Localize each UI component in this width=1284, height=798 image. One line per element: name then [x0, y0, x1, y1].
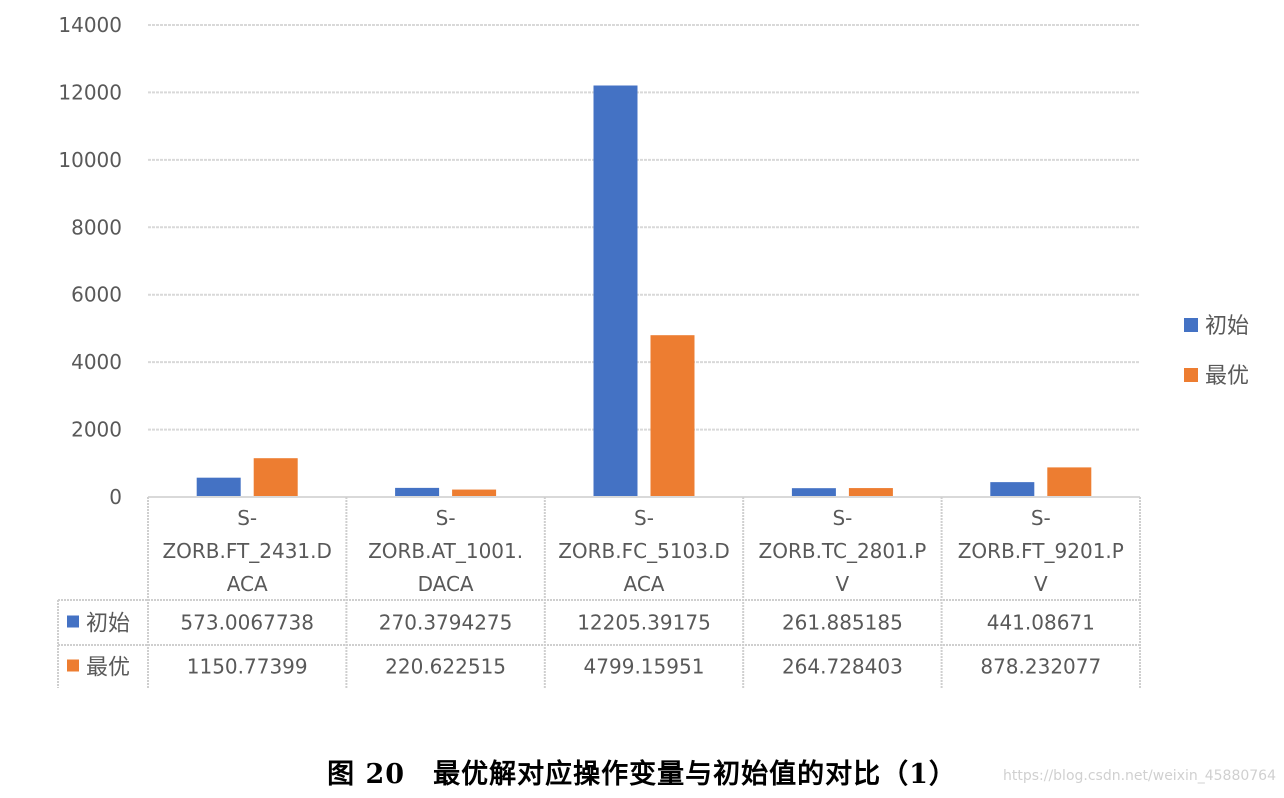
- x-category-label: S-: [436, 506, 456, 530]
- x-category-label: S-: [237, 506, 257, 530]
- legend-label: 初始: [1205, 314, 1249, 339]
- x-category-label: S-: [1031, 506, 1051, 530]
- data-label: 264.728403: [782, 655, 903, 679]
- data-label: 573.0067738: [180, 611, 314, 635]
- bar-optimal: [452, 489, 497, 497]
- x-category-label: ACA: [624, 572, 665, 596]
- bar-optimal: [848, 488, 893, 497]
- x-category-label: ZORB.FT_9201.P: [958, 539, 1124, 563]
- bar-optimal: [253, 458, 298, 497]
- data-label: 220.622515: [385, 655, 506, 679]
- y-tick-label: 2000: [71, 418, 122, 442]
- x-category-label: V: [1034, 572, 1048, 596]
- bars: [196, 85, 1092, 497]
- y-tick-label: 14000: [58, 13, 122, 37]
- data-label: 12205.39175: [577, 611, 711, 635]
- bar-optimal: [1047, 467, 1092, 497]
- x-category-label: ACA: [227, 572, 268, 596]
- bar-initial: [791, 488, 836, 497]
- legend-swatch-initial: [1184, 318, 1198, 332]
- x-category-label: ZORB.FC_5103.D: [558, 539, 730, 563]
- bar-initial: [395, 487, 440, 497]
- y-tick-label: 4000: [71, 350, 122, 374]
- gridlines: [148, 24, 1140, 431]
- bar-initial: [196, 477, 241, 497]
- legend-swatch-optimal: [1184, 368, 1198, 382]
- data-table: S- ZORB.FT_2431.D ACA S- ZORB.AT_1001. DACA S-…: [57, 496, 1141, 688]
- data-label: 4799.15951: [584, 655, 705, 679]
- table-row-header: 初始: [86, 612, 130, 637]
- y-tick-label: 10000: [58, 148, 122, 172]
- y-tick-label: 8000: [71, 215, 122, 239]
- table-legend-key-optimal: [67, 659, 79, 672]
- bar-initial: [990, 482, 1035, 497]
- x-category-label: ZORB.FT_2431.D: [162, 539, 331, 563]
- legend-label: 最优: [1205, 364, 1249, 389]
- x-category-label: V: [836, 572, 850, 596]
- data-label: 270.3794275: [379, 611, 513, 635]
- x-category-label: S-: [832, 506, 852, 530]
- data-label: 261.885185: [782, 611, 903, 635]
- y-tick-label: 12000: [58, 80, 122, 104]
- x-category-label: DACA: [418, 572, 474, 596]
- x-category-label: ZORB.TC_2801.P: [759, 539, 927, 563]
- y-axis-ticks: 0 2000 4000 6000 8000 10000 12000 14000: [58, 13, 122, 509]
- x-category-label: ZORB.AT_1001.: [368, 539, 523, 563]
- x-category-label: S-: [634, 506, 654, 530]
- data-label: 441.08671: [987, 611, 1095, 635]
- bar-optimal: [650, 335, 695, 497]
- y-tick-label: 0: [109, 485, 122, 509]
- data-label: 1150.77399: [187, 655, 308, 679]
- table-legend-key-initial: [67, 615, 79, 628]
- table-row-header: 最优: [86, 656, 130, 681]
- bar-initial: [593, 85, 638, 497]
- figure-caption: 图 20 最优解对应操作变量与初始值的对比（1）: [327, 759, 957, 790]
- watermark-url: https://blog.csdn.net/weixin_45880764: [1002, 768, 1276, 784]
- data-label: 878.232077: [980, 655, 1101, 679]
- y-tick-label: 6000: [71, 283, 122, 307]
